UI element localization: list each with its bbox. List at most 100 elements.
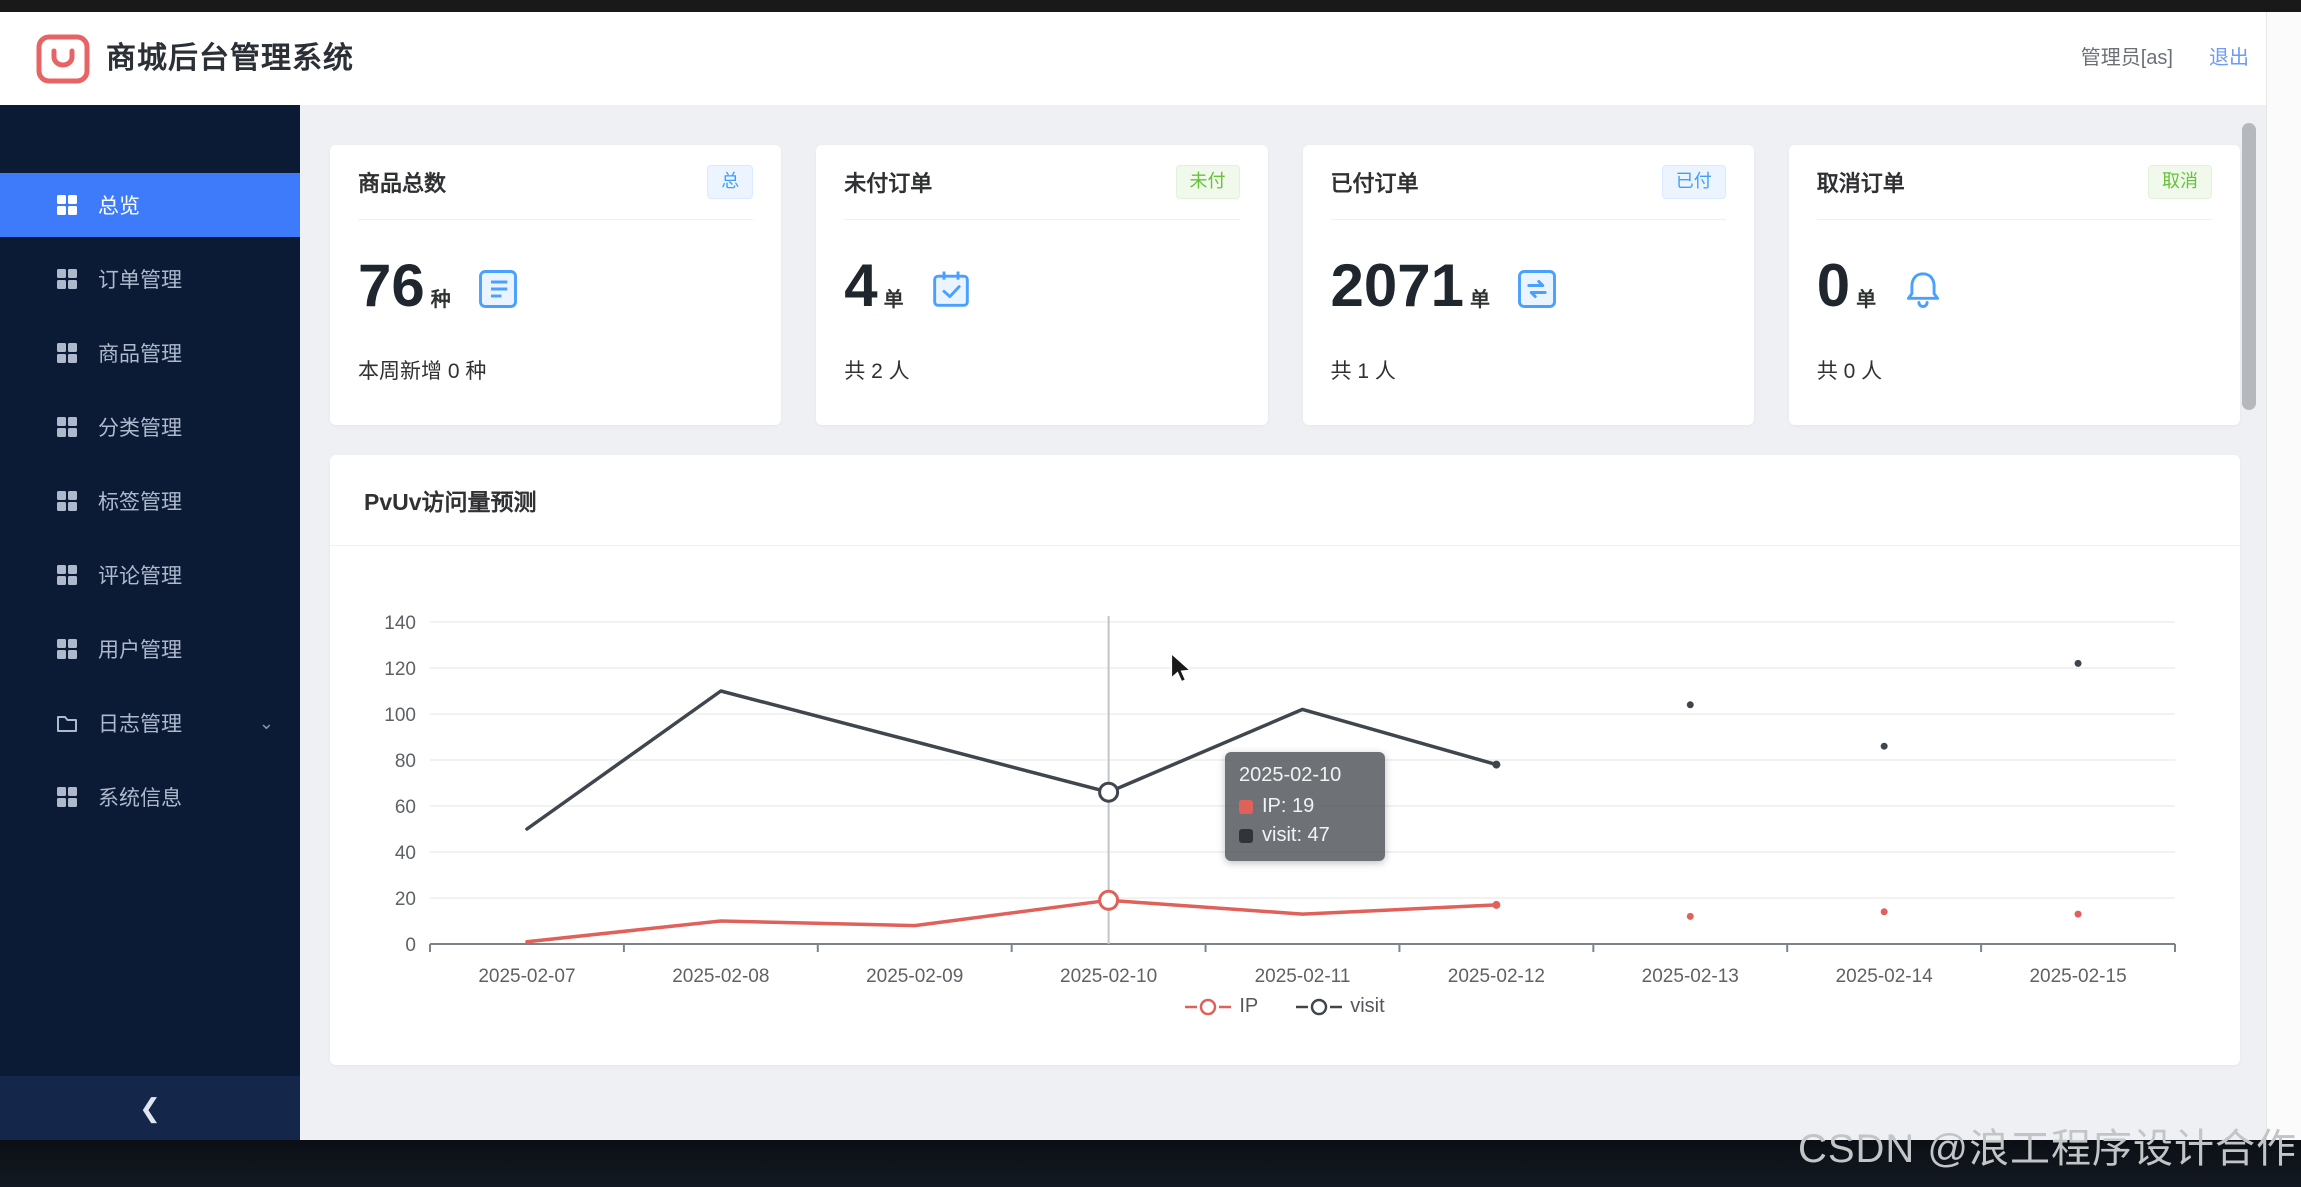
grid-icon [56,268,78,290]
svg-text:2025-02-11: 2025-02-11 [1255,966,1351,987]
sidebar-item-logs[interactable]: 日志管理 ⌄ [0,691,300,755]
sidebar-item-tags[interactable]: 标签管理 [0,469,300,533]
stat-card-unpaid-orders: 未付订单 未付 4 单 共 2 人 [816,145,1268,425]
mouse-cursor [1168,651,1198,689]
legend-label: visit [1350,995,1385,1017]
legend-marker-icon [1185,998,1232,1015]
svg-text:2025-02-09: 2025-02-09 [866,966,963,987]
logout-link[interactable]: 退出 [2209,47,2249,69]
folder-icon [56,712,78,734]
svg-text:2025-02-13: 2025-02-13 [1642,966,1739,987]
stat-card-header: 取消订单 取消 [1816,145,2212,220]
tooltip-row-text: visit: 47 [1262,824,1330,846]
stat-value-row: 76 种 [358,256,753,316]
stat-value: 2071 [1330,252,1464,319]
stat-unit: 单 [883,289,904,311]
stat-card-title: 已付订单 [1330,171,1419,196]
stat-value-row: 0 单 [1817,256,2212,316]
stat-footer: 共 0 人 [1816,360,1883,383]
status-badge: 总 [707,165,754,199]
stat-value-row: 2071 单 [1331,256,1726,316]
svg-text:2025-02-12: 2025-02-12 [1448,966,1545,987]
stat-unit: 种 [430,289,451,311]
svg-text:20: 20 [395,889,416,910]
sidebar-item-categories[interactable]: 分类管理 [0,395,300,459]
grid-icon [56,490,78,512]
divider [330,545,2240,546]
stat-footer: 共 1 人 [1330,360,1396,383]
chart-tooltip: 2025-02-10 IP: 19 visit: 47 [1225,752,1385,861]
sidebar-item-label: 评论管理 [98,565,182,588]
sidebar-item-comments[interactable]: 评论管理 [0,543,300,607]
chevron-left-icon: ❮ [139,1092,161,1123]
stat-card-title: 商品总数 [358,171,447,196]
legend-marker-icon [1296,998,1343,1015]
page-right-gutter [2266,12,2301,1140]
sidebar-item-label: 订单管理 [98,269,182,292]
status-badge: 已付 [1661,165,1726,199]
app-header: 商城后台管理系统 管理员[as] 退出 [0,12,2301,106]
grid-icon [56,342,78,364]
sidebar-item-label: 用户管理 [98,639,182,662]
vertical-scrollbar[interactable] [2242,123,2256,410]
stat-card-cancelled-orders: 取消订单 取消 0 单 共 0 人 [1788,145,2240,425]
stat-card-header: 已付订单 已付 [1330,145,1726,220]
stat-value: 76 [358,252,425,319]
calendar-check-icon [930,268,972,310]
svg-text:2025-02-14: 2025-02-14 [1836,966,1934,987]
stat-unit: 单 [1856,289,1877,311]
stat-card-total-products: 商品总数 总 76 种 本周新增 0 种 [330,145,782,425]
stats-row: 商品总数 总 76 种 本周新增 0 种 未付订单 未付 [330,145,2240,425]
stat-card-header: 商品总数 总 [358,145,754,220]
tooltip-row: visit: 47 [1239,824,1367,847]
grid-icon [56,416,78,438]
svg-text:2025-02-07: 2025-02-07 [478,966,575,987]
svg-text:2025-02-15: 2025-02-15 [2029,966,2126,987]
grid-icon [56,564,78,586]
grid-icon [56,638,78,660]
svg-text:60: 60 [395,797,416,818]
sidebar: 总览 订单管理 商品管理 分类管理 标签管理 评论管理 [0,105,300,1140]
stat-unit: 单 [1469,289,1490,311]
sidebar-item-users[interactable]: 用户管理 [0,617,300,681]
shop-logo-icon [36,34,90,84]
sidebar-item-label: 总览 [98,195,140,218]
stat-card-title: 取消订单 [1816,171,1905,196]
tooltip-row-text: IP: 19 [1262,795,1315,817]
page-title: 商城后台管理系统 [106,42,354,75]
chevron-down-icon[interactable]: ⌄ [258,712,274,733]
pvuv-line-chart[interactable]: 0 20 40 60 80 100 120 140 2025-02-07 2025-02-08 20… [330,455,2240,1065]
svg-text:2025-02-08: 2025-02-08 [672,966,769,987]
sidebar-collapse-button[interactable]: ❮ [0,1076,300,1140]
sidebar-item-label: 标签管理 [98,491,182,514]
svg-text:120: 120 [384,659,416,680]
sidebar-item-products[interactable]: 商品管理 [0,321,300,385]
tooltip-row: IP: 19 [1239,795,1367,818]
bell-icon [1902,268,1944,310]
sidebar-menu: 总览 订单管理 商品管理 分类管理 标签管理 评论管理 [0,173,300,839]
stat-card-title: 未付订单 [844,171,933,196]
status-badge: 取消 [2148,165,2212,199]
sidebar-item-label: 系统信息 [98,787,182,810]
sidebar-item-overview[interactable]: 总览 [0,173,300,237]
series-color-chip [1239,828,1253,843]
legend-item-visit[interactable]: visit [1296,995,1385,1018]
watermark-text: CSDN @浪工程序设计合作 [1797,1127,2297,1171]
series-color-chip [1239,799,1253,814]
sidebar-item-label: 商品管理 [98,343,182,366]
repeat-square-icon [1516,268,1558,310]
chart-title: PvUv访问量预测 [364,489,537,515]
stat-card-paid-orders: 已付订单 已付 2071 单 共 1 人 [1302,145,1754,425]
list-icon [477,268,519,310]
svg-text:0: 0 [405,935,416,956]
sidebar-item-orders[interactable]: 订单管理 [0,247,300,311]
legend-item-IP[interactable]: IP [1185,995,1258,1018]
stat-footer: 本周新增 0 种 [358,360,487,383]
sidebar-item-system-info[interactable]: 系统信息 [0,765,300,829]
stat-value: 0 [1816,252,1851,319]
grid-icon [56,786,78,808]
sidebar-item-label: 日志管理 [98,713,182,736]
stat-value: 4 [844,252,878,319]
window-top-strip [0,0,2301,12]
